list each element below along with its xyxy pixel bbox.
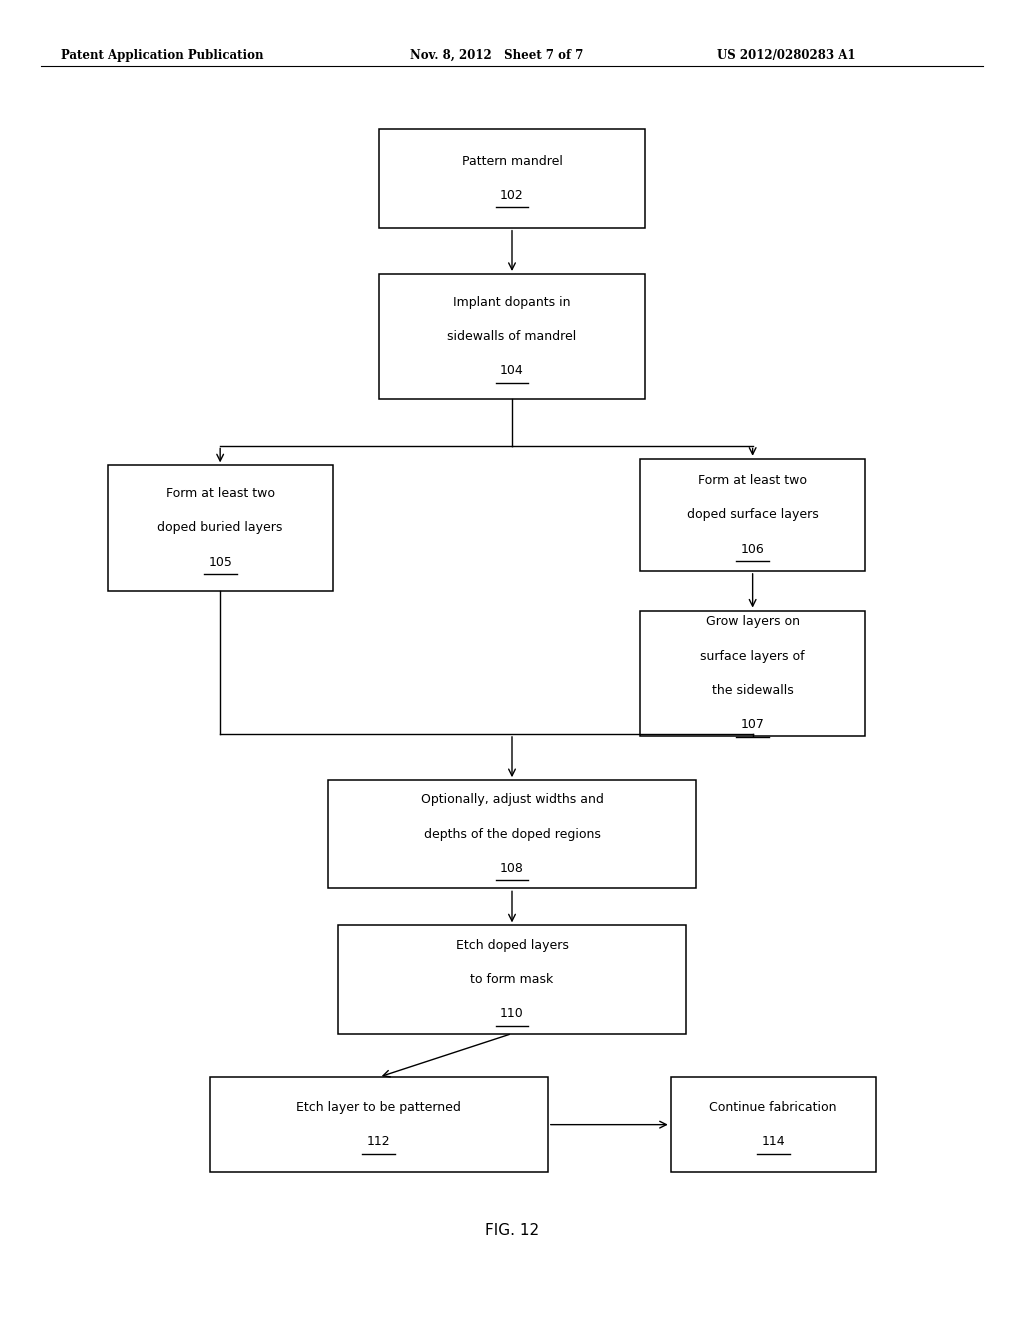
Text: depths of the doped regions: depths of the doped regions (424, 828, 600, 841)
Text: sidewalls of mandrel: sidewalls of mandrel (447, 330, 577, 343)
Text: 108: 108 (500, 862, 524, 875)
Bar (671, 1077, 876, 1172)
Bar (379, 129, 645, 227)
Text: Etch layer to be patterned: Etch layer to be patterned (296, 1101, 462, 1114)
Text: Continue fabrication: Continue fabrication (710, 1101, 837, 1114)
Text: US 2012/0280283 A1: US 2012/0280283 A1 (717, 49, 855, 62)
Text: Form at least two: Form at least two (166, 487, 274, 500)
Text: 106: 106 (740, 543, 765, 556)
Bar (210, 1077, 548, 1172)
Text: Etch doped layers: Etch doped layers (456, 939, 568, 952)
Text: 112: 112 (367, 1135, 391, 1148)
Text: doped surface layers: doped surface layers (687, 508, 818, 521)
Text: surface layers of: surface layers of (700, 649, 805, 663)
Text: Implant dopants in: Implant dopants in (454, 296, 570, 309)
Text: 104: 104 (500, 364, 524, 378)
Text: 110: 110 (500, 1007, 524, 1020)
Bar (328, 780, 696, 888)
Text: FIG. 12: FIG. 12 (485, 1222, 539, 1238)
Text: 105: 105 (208, 556, 232, 569)
Bar (640, 459, 865, 570)
Text: 102: 102 (500, 189, 524, 202)
Text: the sidewalls: the sidewalls (712, 684, 794, 697)
Bar (108, 466, 333, 591)
Bar (379, 275, 645, 399)
Bar (338, 925, 686, 1034)
Text: Grow layers on: Grow layers on (706, 615, 800, 628)
Text: Optionally, adjust widths and: Optionally, adjust widths and (421, 793, 603, 807)
Text: 107: 107 (740, 718, 765, 731)
Text: Nov. 8, 2012   Sheet 7 of 7: Nov. 8, 2012 Sheet 7 of 7 (410, 49, 583, 62)
Text: doped buried layers: doped buried layers (158, 521, 283, 535)
Text: Patent Application Publication: Patent Application Publication (61, 49, 264, 62)
Text: Pattern mandrel: Pattern mandrel (462, 154, 562, 168)
Text: Form at least two: Form at least two (698, 474, 807, 487)
Bar (640, 610, 865, 737)
Text: to form mask: to form mask (470, 973, 554, 986)
Text: 114: 114 (761, 1135, 785, 1148)
